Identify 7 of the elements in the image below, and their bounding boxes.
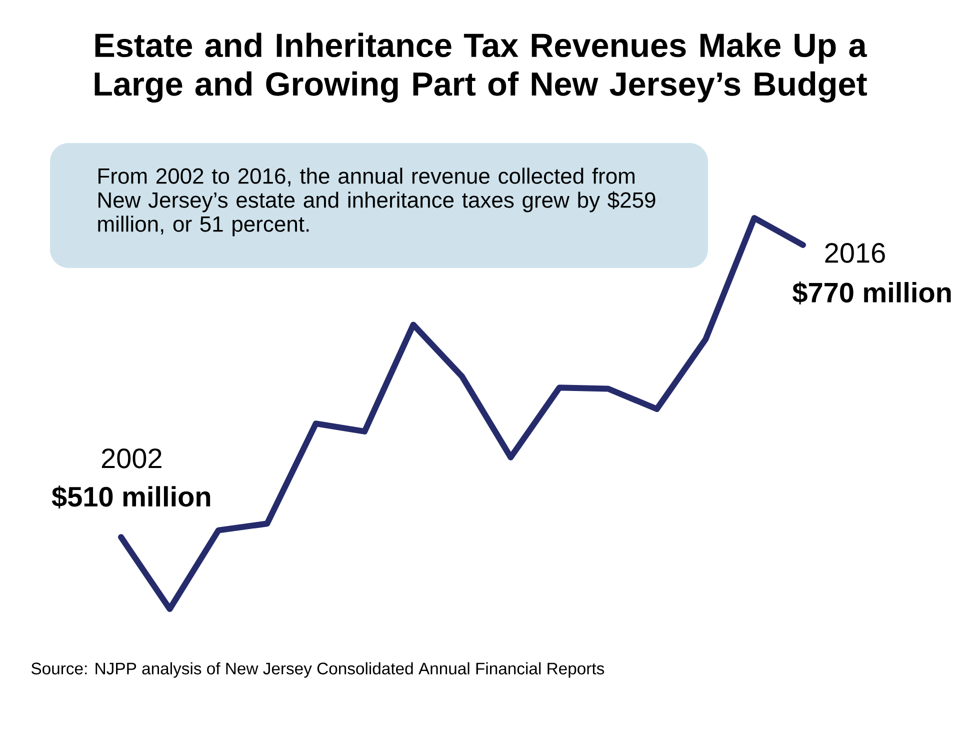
annotation: From 2002 to 2016, the annual revenue collected from New Jersey’s estate and inheritance taxes grew by $259 million, or 51 percent. [98, 168, 656, 236]
data-label: $770 million [792, 282, 951, 304]
annotation: 2016 [825, 243, 885, 263]
source-note: Source: NJPP analysis of New Jersey Consolidated Annual Financial Reports [31, 662, 604, 678]
chart-title: Estate and Inheritance Tax Revenues Make Up a Large and Growing Part of New Jersey’s Budget [94, 32, 867, 103]
data-label: $510 million [52, 486, 210, 508]
annotation: 2002 [102, 448, 162, 468]
